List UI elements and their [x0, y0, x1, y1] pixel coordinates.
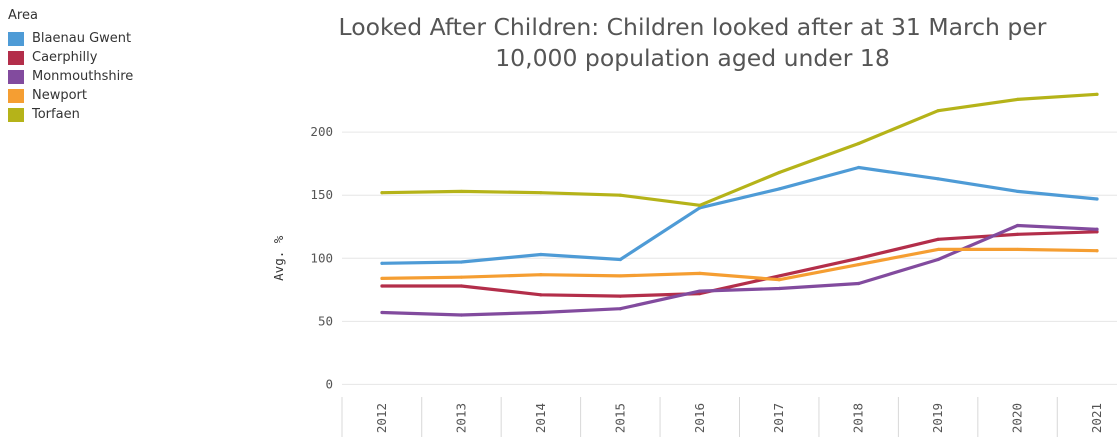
- y-axis-title: Avg. %: [271, 235, 286, 281]
- data-point-blaenau-gwent: [857, 165, 861, 170]
- x-tick-label: 2015: [612, 403, 627, 433]
- legend-label: Monmouthshire: [32, 69, 134, 84]
- series-line-blaenau-gwent: [380, 165, 1099, 265]
- data-point-caerphilly: [539, 293, 543, 297]
- data-point-blaenau-gwent: [1015, 189, 1020, 194]
- series-line-monmouthshire: [380, 223, 1099, 317]
- data-point-caerphilly: [618, 294, 622, 298]
- legend: Area Blaenau Gwent Caerphilly Monmouthsh…: [8, 8, 198, 124]
- legend-label: Blaenau Gwent: [32, 31, 132, 46]
- data-point-caerphilly: [777, 274, 781, 278]
- data-point-blaenau-gwent: [698, 206, 702, 210]
- data-point-blaenau-gwent: [777, 187, 781, 191]
- data-point-blaenau-gwent: [459, 260, 464, 264]
- legend-swatch: [8, 88, 24, 103]
- data-point-monmouthshire: [618, 307, 622, 311]
- y-tick-label: 200: [310, 124, 333, 139]
- data-point-newport: [936, 247, 940, 252]
- data-point-torfaen: [380, 191, 384, 195]
- data-point-newport: [698, 271, 702, 275]
- x-tick-label: 2016: [692, 403, 707, 433]
- data-point-caerphilly: [1095, 230, 1099, 234]
- legend-item-caerphilly[interactable]: Caerphilly: [8, 48, 198, 67]
- x-tick-label: 2013: [453, 403, 468, 433]
- data-point-torfaen: [698, 203, 702, 207]
- data-point-torfaen: [1015, 97, 1020, 101]
- x-tick-label: 2012: [374, 403, 389, 433]
- data-point-newport: [1095, 249, 1099, 253]
- data-point-newport: [777, 278, 781, 282]
- x-tick-label: 2021: [1089, 403, 1104, 433]
- legend-item-blaenau-gwent[interactable]: Blaenau Gwent: [8, 29, 198, 48]
- data-point-newport: [1015, 247, 1020, 252]
- data-point-newport: [380, 276, 384, 281]
- data-point-blaenau-gwent: [936, 177, 940, 181]
- x-tick-label: 2020: [1010, 403, 1025, 433]
- legend-item-torfaen[interactable]: Torfaen: [8, 105, 198, 124]
- data-point-torfaen: [857, 141, 861, 146]
- data-point-newport: [857, 262, 861, 267]
- data-point-caerphilly: [1015, 232, 1020, 236]
- data-point-monmouthshire: [857, 281, 861, 286]
- data-point-monmouthshire: [1095, 227, 1099, 231]
- legend-label: Caerphilly: [32, 50, 98, 65]
- data-point-torfaen: [459, 189, 464, 194]
- legend-swatch: [8, 31, 24, 46]
- data-point-caerphilly: [459, 284, 464, 288]
- data-point-torfaen: [936, 109, 940, 113]
- data-point-torfaen: [777, 170, 781, 175]
- x-tick-label: 2018: [851, 403, 866, 433]
- data-point-blaenau-gwent: [539, 252, 543, 257]
- y-tick-label: 0: [325, 376, 333, 391]
- legend-item-monmouthshire[interactable]: Monmouthshire: [8, 67, 198, 86]
- legend-swatch: [8, 107, 24, 122]
- y-tick-label: 50: [318, 313, 333, 328]
- data-point-caerphilly: [380, 284, 384, 288]
- data-point-torfaen: [1095, 92, 1099, 96]
- data-point-torfaen: [618, 193, 622, 197]
- data-point-monmouthshire: [380, 310, 384, 315]
- data-point-monmouthshire: [936, 257, 940, 262]
- legend-label: Newport: [32, 88, 88, 103]
- series-line-caerphilly: [380, 230, 1099, 298]
- data-point-monmouthshire: [698, 289, 702, 293]
- data-point-caerphilly: [857, 256, 861, 260]
- x-tick-label: 2014: [533, 403, 548, 433]
- series-line-torfaen: [380, 92, 1099, 207]
- data-point-blaenau-gwent: [1095, 197, 1099, 201]
- data-point-newport: [618, 274, 622, 278]
- data-point-monmouthshire: [777, 286, 781, 291]
- data-point-torfaen: [539, 191, 543, 195]
- series-line-newport: [380, 247, 1099, 282]
- legend-title: Area: [8, 8, 38, 23]
- chart-title: Looked After Children: Children looked a…: [270, 12, 1115, 74]
- legend-label: Torfaen: [32, 107, 80, 122]
- chart-title-line-2: 10,000 population aged under 18: [495, 44, 890, 72]
- data-point-monmouthshire: [459, 313, 464, 317]
- data-point-blaenau-gwent: [380, 261, 384, 265]
- chart-title-line-1: Looked After Children: Children looked a…: [338, 13, 1047, 41]
- y-tick-label: 100: [310, 250, 333, 265]
- x-tick-label: 2017: [771, 403, 786, 433]
- data-point-blaenau-gwent: [618, 257, 622, 262]
- data-point-newport: [459, 275, 464, 279]
- legend-swatch: [8, 69, 24, 84]
- y-tick-label: 150: [310, 187, 333, 202]
- data-point-newport: [539, 273, 543, 277]
- legend-swatch: [8, 50, 24, 65]
- x-tick-label: 2019: [930, 403, 945, 433]
- data-point-caerphilly: [936, 237, 940, 241]
- data-point-monmouthshire: [1015, 223, 1020, 228]
- data-point-monmouthshire: [539, 310, 543, 315]
- legend-item-newport[interactable]: Newport: [8, 86, 198, 105]
